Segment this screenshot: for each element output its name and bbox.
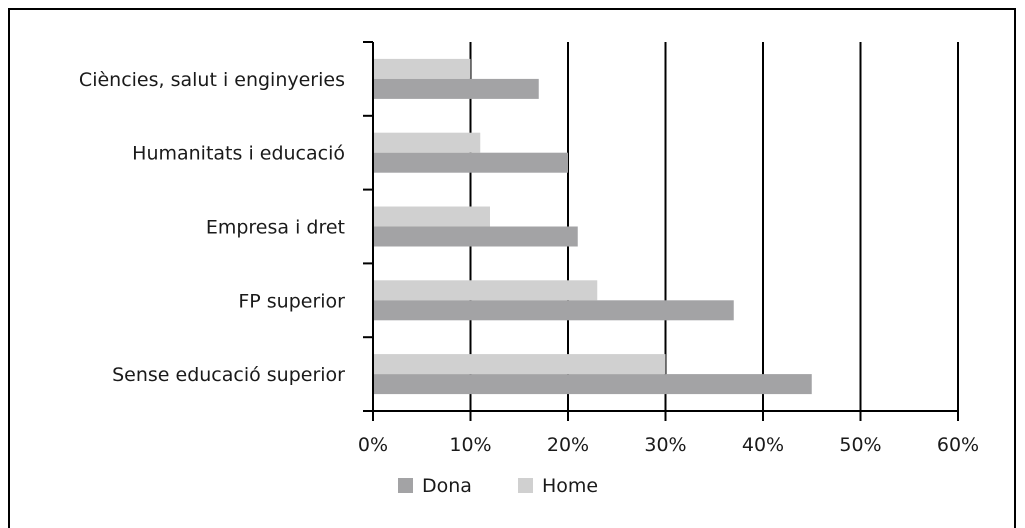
category-label-humanitats-i-educacio: Humanitats i educació bbox=[132, 143, 345, 165]
legend-swatch-home bbox=[518, 478, 533, 493]
x-tick-label-20: 20% bbox=[547, 434, 589, 456]
x-tick-label-30: 30% bbox=[644, 434, 686, 456]
x-tick-label-0: 0% bbox=[358, 434, 388, 456]
bar-home-empresa-i-dret bbox=[373, 206, 490, 227]
legend-swatch-dona bbox=[398, 478, 413, 493]
x-tick-label-10: 10% bbox=[449, 434, 491, 456]
x-tick-label-60: 60% bbox=[937, 434, 979, 456]
x-tick-label-50: 50% bbox=[839, 434, 881, 456]
bar-home-fp-superior bbox=[373, 280, 598, 301]
x-tick-label-40: 40% bbox=[742, 434, 784, 456]
legend-label-home: Home bbox=[542, 475, 598, 497]
bar-home-ciencies-salut-i-enginyeries bbox=[373, 58, 471, 79]
chart-frame bbox=[8, 8, 1016, 528]
category-label-fp-superior: FP superior bbox=[238, 290, 345, 312]
category-label-sense-educacio-superior: Sense educació superior bbox=[112, 364, 345, 386]
bar-dona-sense-educacio-superior bbox=[373, 374, 812, 395]
bar-home-sense-educacio-superior bbox=[373, 354, 666, 375]
category-label-ciencies-salut-i-enginyeries: Ciències, salut i enginyeries bbox=[79, 69, 345, 91]
category-label-empresa-i-dret: Empresa i dret bbox=[206, 217, 345, 239]
bar-home-humanitats-i-educacio bbox=[373, 132, 481, 153]
bar-dona-ciencies-salut-i-enginyeries bbox=[373, 78, 539, 99]
bar-dona-humanitats-i-educacio bbox=[373, 152, 568, 173]
bar-dona-empresa-i-dret bbox=[373, 226, 578, 247]
legend-label-dona: Dona bbox=[422, 475, 472, 497]
bar-dona-fp-superior bbox=[373, 300, 734, 321]
